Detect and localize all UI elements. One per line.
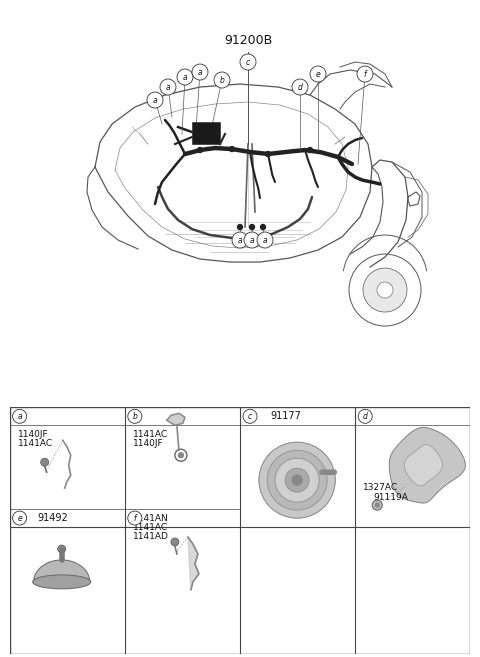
Text: a: a: [250, 235, 254, 244]
Text: 1141AC: 1141AC: [18, 440, 53, 448]
Circle shape: [259, 442, 335, 518]
Circle shape: [128, 409, 142, 423]
Text: 91492: 91492: [37, 513, 68, 523]
Circle shape: [358, 409, 372, 423]
Text: e: e: [17, 514, 22, 522]
Circle shape: [244, 232, 260, 248]
Polygon shape: [167, 413, 185, 425]
Ellipse shape: [33, 575, 91, 589]
Text: 1141AD: 1141AD: [133, 532, 168, 541]
Circle shape: [197, 148, 203, 152]
Circle shape: [192, 64, 208, 80]
Circle shape: [229, 147, 235, 152]
Polygon shape: [188, 537, 199, 590]
Text: b: b: [219, 76, 225, 85]
Text: c: c: [248, 412, 252, 421]
Circle shape: [357, 66, 373, 82]
Circle shape: [292, 475, 302, 485]
Text: 1140JF: 1140JF: [18, 430, 48, 440]
Circle shape: [285, 468, 309, 492]
Polygon shape: [389, 427, 466, 503]
Polygon shape: [404, 445, 443, 486]
FancyBboxPatch shape: [192, 122, 220, 144]
Circle shape: [377, 282, 393, 298]
Polygon shape: [34, 560, 90, 582]
Text: 91119A: 91119A: [373, 493, 408, 502]
Text: d: d: [298, 83, 302, 91]
Text: 1140JF: 1140JF: [133, 440, 163, 448]
Text: 1141AC: 1141AC: [133, 523, 168, 532]
Text: 91177: 91177: [270, 411, 301, 421]
Circle shape: [310, 66, 326, 82]
Circle shape: [41, 458, 48, 466]
Circle shape: [58, 545, 66, 553]
Circle shape: [214, 72, 230, 88]
Text: a: a: [153, 95, 157, 104]
Text: 91200B: 91200B: [224, 34, 272, 47]
Circle shape: [349, 254, 421, 326]
Circle shape: [261, 225, 265, 229]
Text: 1141AC: 1141AC: [133, 430, 168, 440]
Text: a: a: [198, 68, 202, 76]
Circle shape: [243, 409, 257, 423]
Circle shape: [179, 453, 183, 458]
Circle shape: [292, 79, 308, 95]
Text: a: a: [263, 235, 267, 244]
Circle shape: [372, 500, 382, 510]
Circle shape: [240, 54, 256, 70]
Text: c: c: [246, 58, 250, 66]
Circle shape: [175, 449, 187, 461]
Circle shape: [265, 152, 271, 156]
Text: e: e: [316, 70, 320, 79]
Circle shape: [267, 450, 327, 510]
Circle shape: [147, 92, 163, 108]
Circle shape: [232, 232, 248, 248]
Text: a: a: [17, 412, 22, 421]
Circle shape: [12, 511, 26, 525]
Text: d: d: [363, 412, 368, 421]
Text: 1141AN: 1141AN: [133, 514, 168, 523]
Circle shape: [128, 511, 142, 525]
Circle shape: [171, 538, 179, 546]
Text: b: b: [132, 412, 137, 421]
Text: a: a: [238, 235, 242, 244]
Circle shape: [275, 458, 319, 502]
Text: a: a: [183, 72, 187, 81]
Text: a: a: [166, 83, 170, 91]
Circle shape: [160, 79, 176, 95]
Circle shape: [375, 503, 379, 507]
Circle shape: [250, 225, 254, 229]
Circle shape: [238, 225, 242, 229]
Circle shape: [259, 442, 335, 518]
Text: f: f: [364, 70, 366, 79]
Text: f: f: [133, 514, 136, 522]
Text: 1327AC: 1327AC: [363, 483, 398, 492]
Circle shape: [177, 69, 193, 85]
Circle shape: [308, 148, 312, 152]
Circle shape: [12, 409, 26, 423]
Circle shape: [363, 268, 407, 312]
Circle shape: [257, 232, 273, 248]
